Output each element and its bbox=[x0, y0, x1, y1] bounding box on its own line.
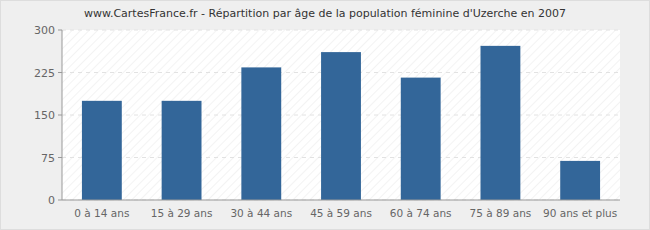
tick-label: 300 bbox=[34, 24, 55, 37]
grid-line bbox=[62, 200, 620, 201]
category-label: 45 à 59 ans bbox=[310, 207, 372, 219]
grid-line bbox=[62, 30, 620, 31]
tick-label: 75 bbox=[41, 152, 55, 165]
category-label: 90 ans et plus bbox=[543, 207, 617, 219]
category-label: 0 à 14 ans bbox=[74, 207, 129, 219]
tick bbox=[58, 30, 62, 31]
tick bbox=[58, 115, 62, 116]
chart: www.CartesFrance.fr - Répartition par âg… bbox=[0, 0, 650, 230]
bar bbox=[82, 101, 122, 200]
category-label: 60 à 74 ans bbox=[390, 207, 452, 219]
plot-area bbox=[62, 30, 620, 200]
x-axis bbox=[62, 200, 620, 201]
bar bbox=[162, 101, 202, 200]
bar bbox=[401, 78, 441, 200]
bar bbox=[241, 67, 281, 200]
tick-label: 150 bbox=[34, 109, 55, 122]
bar bbox=[481, 46, 521, 200]
category-label: 15 à 29 ans bbox=[151, 207, 213, 219]
tick bbox=[58, 72, 62, 73]
background bbox=[1, 1, 650, 230]
tick-label: 225 bbox=[34, 67, 55, 80]
category-label: 75 à 89 ans bbox=[470, 207, 532, 219]
tick-label: 0 bbox=[48, 194, 55, 207]
bar bbox=[321, 52, 361, 200]
category-label: 30 à 44 ans bbox=[230, 207, 292, 219]
y-axis bbox=[62, 30, 63, 200]
bars bbox=[82, 46, 600, 200]
title: www.CartesFrance.fr - Répartition par âg… bbox=[84, 7, 566, 20]
tick bbox=[58, 157, 62, 158]
tick bbox=[58, 200, 62, 201]
bar bbox=[560, 161, 600, 200]
